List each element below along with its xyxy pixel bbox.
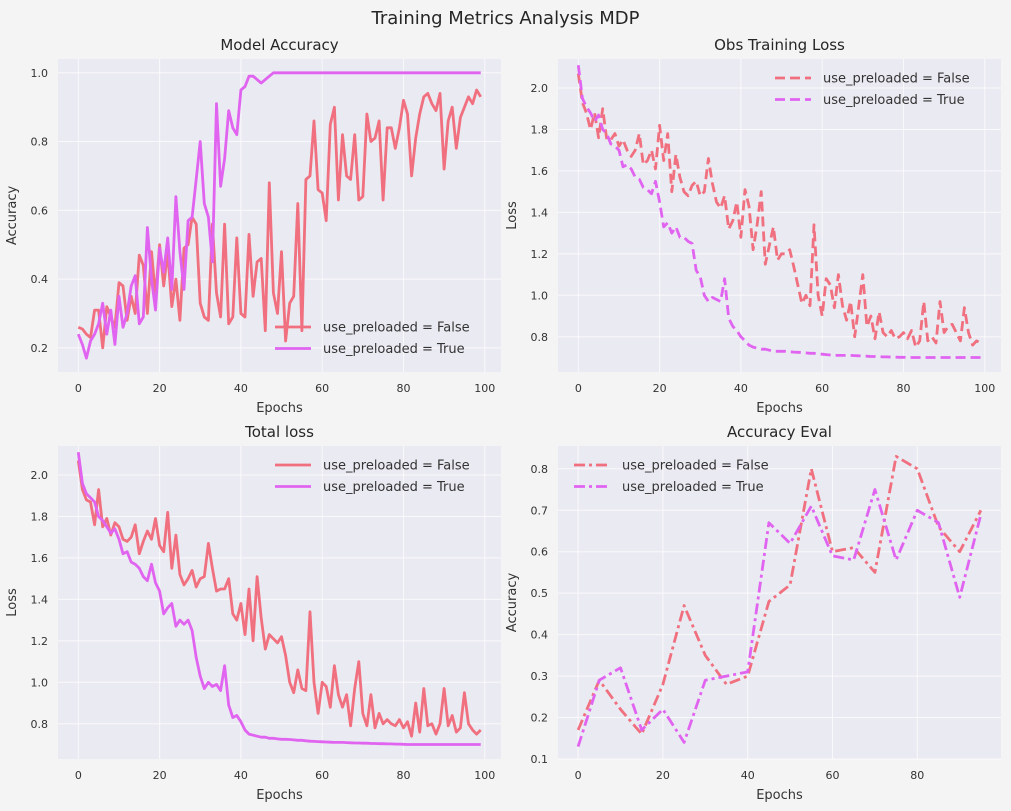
legend-label: use_preloaded = False (323, 321, 470, 336)
y-tick-label: 0.1 (531, 753, 549, 766)
series-line-true (76, 452, 481, 746)
x-tick-label: 0 (575, 769, 582, 782)
x-tick-label: 80 (396, 769, 410, 782)
y-tick-label: 0.6 (31, 204, 49, 217)
y-tick-label: 0.5 (531, 587, 549, 600)
x-tick-label: 100 (474, 769, 495, 782)
chart-title: Model Accuracy (220, 36, 338, 54)
x-tick-label: 60 (315, 382, 329, 395)
x-tick-label: 20 (653, 382, 667, 395)
y-tick-label: 2.0 (531, 82, 549, 95)
x-tick-label: 40 (741, 769, 755, 782)
plot-area (558, 59, 1001, 372)
y-tick-label: 0.8 (31, 718, 49, 731)
x-tick-label: 20 (153, 382, 167, 395)
x-tick-label: 40 (734, 382, 748, 395)
legend-label: use_preloaded = True (323, 480, 465, 495)
legend-label: use_preloaded = True (622, 480, 764, 495)
y-axis-label: Loss (505, 201, 520, 230)
x-tick-label: 60 (815, 382, 829, 395)
y-tick-label: 1.4 (31, 593, 49, 606)
x-tick-label: 60 (825, 769, 839, 782)
x-tick-label: 40 (234, 769, 248, 782)
y-tick-label: 0.8 (531, 331, 549, 344)
y-tick-label: 1.0 (31, 676, 49, 689)
x-tick-label: 40 (234, 382, 248, 395)
x-tick-label: 80 (896, 382, 910, 395)
y-tick-label: 1.6 (531, 165, 549, 178)
series-line-false (576, 73, 982, 349)
legend-label: use_preloaded = False (323, 459, 470, 474)
chart-obs-training-loss: 0 20 40 60 80 100 0.8 1.0 1.2 1.4 1.6 1.8 2.0 Obs Tra… (505, 36, 1001, 416)
chart-title: Obs Training Loss (714, 36, 845, 54)
chart-total-loss: 0 20 40 60 80 100 0.8 1.0 1.2 1.4 1.6 1.8 2.0 Total l… (5, 423, 501, 803)
x-tick-label: 20 (153, 769, 167, 782)
x-tick-label: 100 (974, 382, 995, 395)
x-tick-label: 0 (575, 382, 582, 395)
legend: use_preloaded = False use_preloaded = Tru… (275, 321, 470, 357)
x-tick-label: 60 (315, 769, 329, 782)
series-line-false (76, 460, 482, 738)
y-axis-label: Accuracy (505, 573, 520, 633)
x-axis-label: Epochs (756, 788, 803, 803)
y-tick-label: 0.8 (531, 463, 549, 476)
chart-model-accuracy: 0 20 40 60 80 100 0.2 0.4 0.6 0.8 1.0 Model Accurac… (5, 36, 501, 416)
x-tick-label: 100 (474, 382, 495, 395)
y-tick-label: 2.0 (31, 469, 49, 482)
series-line-true (576, 488, 983, 748)
legend: use_preloaded = False use_preloaded = Tru… (275, 459, 470, 495)
x-axis-label: Epochs (256, 788, 303, 803)
legend-label: use_preloaded = False (622, 459, 769, 474)
y-tick-label: 1.4 (531, 206, 549, 219)
y-tick-label: 1.2 (531, 248, 549, 261)
legend: use_preloaded = False use_preloaded = Tru… (574, 459, 769, 495)
y-tick-label: 1.8 (31, 510, 49, 523)
chart-title: Accuracy Eval (727, 423, 832, 441)
series-line-true (76, 71, 481, 360)
legend-label: use_preloaded = True (823, 93, 965, 108)
series-line-false (576, 454, 983, 736)
legend-label: use_preloaded = True (323, 342, 465, 357)
x-tick-label: 0 (75, 769, 82, 782)
y-tick-label: 0.4 (31, 273, 49, 286)
y-tick-label: 0.6 (531, 546, 549, 559)
legend: use_preloaded = False use_preloaded = Tru… (775, 72, 970, 108)
x-tick-label: 80 (910, 769, 924, 782)
figure-title: Training Metrics Analysis MDP (371, 8, 640, 29)
y-axis-label: Accuracy (5, 186, 20, 246)
y-tick-label: 1.8 (531, 123, 549, 136)
y-tick-label: 0.3 (531, 670, 549, 683)
legend-label: use_preloaded = False (823, 72, 970, 87)
y-axis-label: Loss (5, 588, 20, 617)
x-tick-label: 20 (656, 769, 670, 782)
x-axis-label: Epochs (756, 401, 803, 416)
y-tick-label: 1.0 (31, 67, 49, 80)
y-tick-label: 1.0 (531, 289, 549, 302)
x-tick-label: 0 (75, 382, 82, 395)
y-tick-label: 0.7 (531, 504, 549, 517)
y-tick-label: 1.6 (31, 552, 49, 565)
x-axis-label: Epochs (256, 401, 303, 416)
series-line-true (576, 65, 981, 359)
y-tick-label: 0.2 (531, 712, 549, 725)
chart-title: Total loss (244, 423, 314, 441)
y-tick-label: 0.8 (31, 136, 49, 149)
x-tick-label: 80 (396, 382, 410, 395)
y-tick-label: 1.2 (31, 635, 49, 648)
y-tick-label: 0.2 (31, 342, 49, 355)
plot-area (58, 59, 501, 372)
chart-accuracy-eval: 0 20 40 60 80 0.1 0.2 0.3 0.4 0.5 0.6 0.7 0.8 Accurac… (505, 423, 1001, 803)
y-tick-label: 0.4 (531, 629, 549, 642)
